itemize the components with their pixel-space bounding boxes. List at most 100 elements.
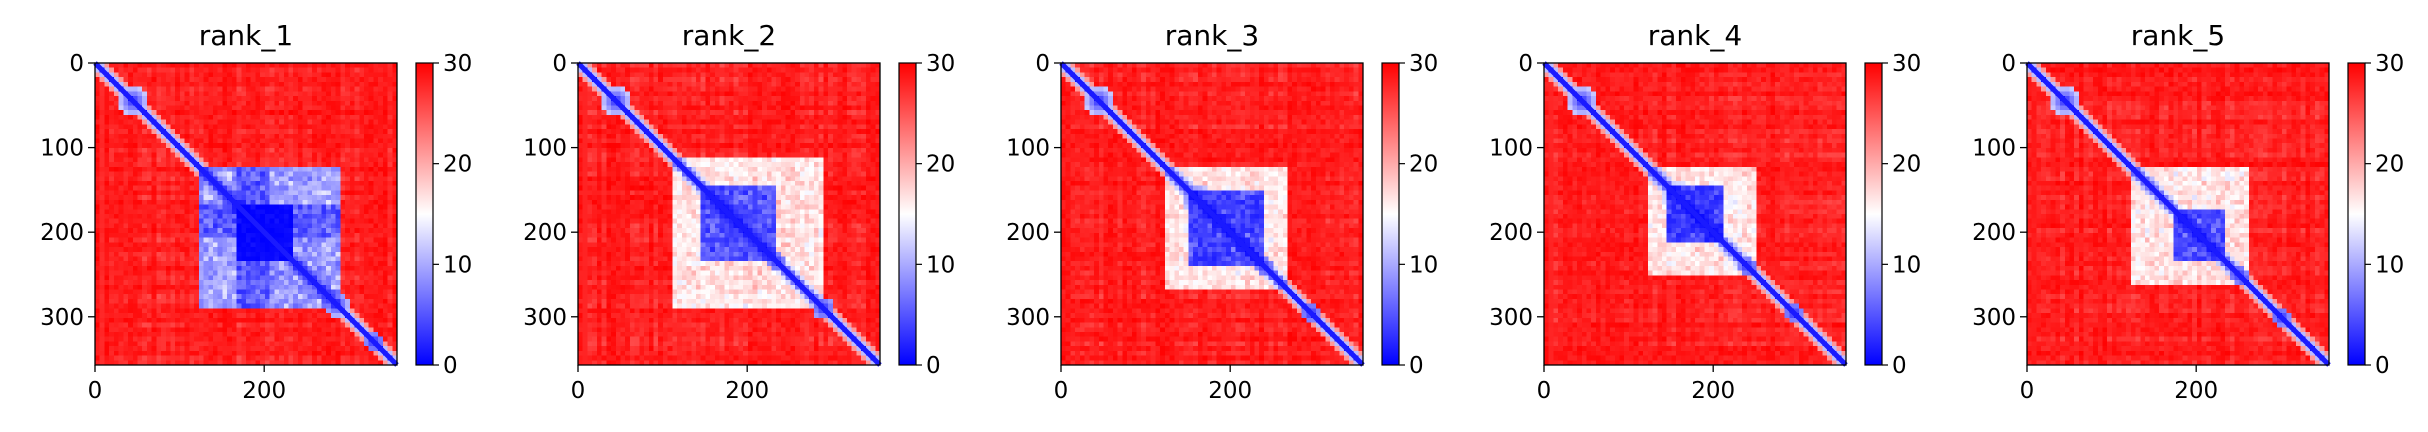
heatmap-cell xyxy=(255,67,261,74)
heatmap-cell xyxy=(264,237,271,243)
heatmap-cell xyxy=(161,138,167,144)
heatmap-cell xyxy=(194,289,200,295)
heatmap-cell xyxy=(865,119,872,125)
heatmap-cell xyxy=(156,214,162,220)
heatmap-cell xyxy=(212,327,219,333)
heatmap-cell xyxy=(132,86,139,92)
heatmap-cell xyxy=(279,327,285,333)
heatmap-cell xyxy=(297,346,304,352)
heatmap-cell xyxy=(189,251,195,258)
heatmap-cell xyxy=(818,105,824,111)
heatmap-cell xyxy=(293,355,299,361)
heatmap-cell xyxy=(156,105,162,111)
heatmap-cell xyxy=(123,100,129,107)
heatmap-cell xyxy=(95,209,101,215)
heatmap-cell xyxy=(250,176,257,182)
heatmap-cell xyxy=(179,237,186,243)
heatmap-cell xyxy=(297,251,304,258)
heatmap-cell xyxy=(587,105,593,111)
heatmap-cell xyxy=(738,63,744,69)
heatmap-cell xyxy=(387,308,393,314)
heatmap-cell xyxy=(382,270,389,276)
heatmap-cell xyxy=(250,331,257,338)
heatmap-cell xyxy=(293,218,299,225)
heatmap-cell xyxy=(832,81,839,88)
heatmap-cell xyxy=(686,96,692,102)
heatmap-cell xyxy=(288,143,294,149)
heatmap-cell xyxy=(189,303,195,309)
heatmap-cell xyxy=(113,105,120,111)
heatmap-cell xyxy=(813,91,820,97)
heatmap-cell xyxy=(297,298,304,305)
heatmap-cell xyxy=(241,322,247,328)
heatmap-cell xyxy=(165,124,172,130)
heatmap-cell xyxy=(109,303,115,309)
heatmap-cell xyxy=(151,265,157,272)
heatmap-cell xyxy=(283,81,290,88)
heatmap-cell xyxy=(189,91,195,97)
heatmap-cell xyxy=(118,313,124,319)
heatmap-cell xyxy=(297,275,304,281)
heatmap-cell xyxy=(161,124,167,130)
heatmap-cell xyxy=(170,237,176,243)
heatmap-cell xyxy=(264,152,271,158)
heatmap-cell xyxy=(326,199,332,206)
heatmap-cell xyxy=(345,232,351,239)
heatmap-cell xyxy=(132,308,139,314)
heatmap-cell xyxy=(387,214,393,220)
heatmap-cell xyxy=(378,237,384,243)
heatmap-cell xyxy=(771,114,777,121)
heatmap-cell xyxy=(118,114,124,121)
heatmap-cell xyxy=(104,199,110,206)
heatmap-cell xyxy=(686,110,692,116)
heatmap-cell xyxy=(250,341,257,347)
heatmap-cell xyxy=(151,331,157,338)
heatmap-cell xyxy=(373,308,379,314)
heatmap-cell xyxy=(142,214,148,220)
heatmap-cell xyxy=(274,157,280,163)
heatmap-cell xyxy=(128,67,134,74)
heatmap-cell xyxy=(691,119,697,125)
heatmap-cell xyxy=(194,336,200,343)
heatmap-cell xyxy=(382,327,389,333)
heatmap-cell xyxy=(644,81,650,88)
heatmap-cell xyxy=(733,96,740,102)
heatmap-cell xyxy=(780,119,787,125)
heatmap-cell xyxy=(99,289,106,295)
heatmap-cell xyxy=(340,77,346,83)
heatmap-cell xyxy=(312,313,318,319)
heatmap-cell xyxy=(137,72,143,78)
heatmap-cell xyxy=(662,86,669,92)
heatmap-cell xyxy=(146,237,153,243)
heatmap-cell xyxy=(156,86,162,92)
heatmap-cell xyxy=(269,119,275,125)
heatmap-cell xyxy=(875,100,881,107)
heatmap-cell xyxy=(302,284,308,291)
heatmap-cell xyxy=(260,346,266,352)
heatmap-cell xyxy=(354,280,360,286)
heatmap-cell xyxy=(705,67,711,74)
heatmap-cell xyxy=(184,67,190,74)
heatmap-cell xyxy=(269,81,275,88)
heatmap-cell xyxy=(222,91,228,97)
heatmap-cell xyxy=(246,209,252,215)
heatmap-cell xyxy=(335,284,341,291)
heatmap-cell xyxy=(293,247,299,253)
heatmap-cell xyxy=(274,303,280,309)
heatmap-cell xyxy=(184,91,190,97)
heatmap-cell xyxy=(733,110,740,116)
heatmap-cell xyxy=(387,100,393,107)
heatmap-cell xyxy=(175,346,181,352)
heatmap-cell xyxy=(109,195,115,201)
heatmap-cell xyxy=(392,275,398,281)
heatmap-cell xyxy=(250,256,257,262)
heatmap-cell xyxy=(260,180,266,187)
heatmap-cell xyxy=(170,232,176,239)
heatmap-cell xyxy=(710,72,716,78)
heatmap-cell xyxy=(269,280,275,286)
heatmap-cell xyxy=(368,331,375,338)
heatmap-cell xyxy=(387,199,393,206)
heatmap-cell xyxy=(231,289,238,295)
heatmap-cell xyxy=(382,100,389,107)
heatmap-cell xyxy=(719,114,725,121)
